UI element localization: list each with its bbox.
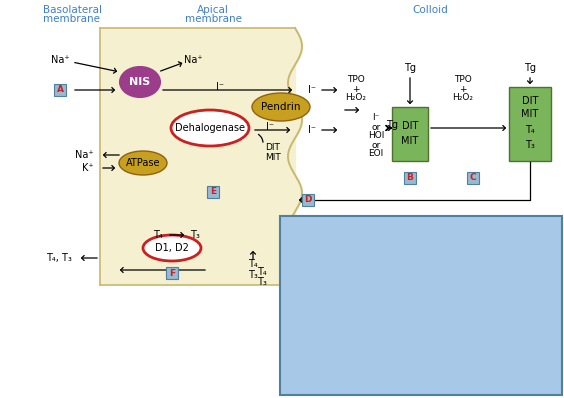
Text: Pendrin: Pendrin [261, 102, 301, 112]
FancyBboxPatch shape [207, 186, 219, 198]
Text: Iodination: Iodination [349, 273, 395, 281]
Text: Tg: Tg [524, 63, 536, 73]
Text: T₄: T₄ [525, 125, 535, 135]
Text: F: F [293, 372, 299, 382]
Bar [100, 28, 295, 285]
Text: DIT + MIT: DIT + MIT [350, 353, 394, 361]
Ellipse shape [252, 93, 310, 121]
Text: METABOLIC STEP: METABOLIC STEP [329, 238, 415, 248]
Text: T₄, T₃: T₄, T₃ [46, 253, 72, 263]
Text: C: C [470, 174, 477, 183]
Text: A: A [292, 252, 300, 262]
Text: F: F [169, 269, 175, 277]
FancyBboxPatch shape [467, 172, 479, 184]
Text: ATPase: ATPase [126, 158, 160, 168]
Text: I⁻: I⁻ [372, 113, 380, 123]
Text: PTU: PTU [494, 373, 510, 382]
Ellipse shape [119, 151, 167, 175]
Text: Apical: Apical [197, 5, 229, 15]
Text: B: B [407, 174, 413, 183]
FancyBboxPatch shape [280, 216, 562, 395]
Text: Tg: Tg [404, 63, 416, 73]
Ellipse shape [143, 235, 201, 261]
Text: T₃: T₃ [190, 230, 200, 240]
Text: NIS: NIS [129, 77, 151, 87]
Text: Na⁺: Na⁺ [76, 150, 94, 160]
Text: I⁻: I⁻ [308, 125, 316, 135]
Text: Dinitrotyrosine: Dinitrotyrosine [469, 332, 536, 341]
Text: +: + [459, 84, 467, 94]
Text: Na⁺: Na⁺ [184, 55, 202, 65]
Text: Basolateral: Basolateral [42, 5, 102, 15]
Text: D1, D2: D1, D2 [155, 243, 189, 253]
Text: Iodine transport: Iodine transport [336, 252, 408, 261]
Text: T₃: T₃ [525, 140, 535, 150]
Text: K⁺: K⁺ [82, 163, 94, 173]
Text: T₃: T₃ [248, 270, 258, 280]
Text: membrane: membrane [184, 14, 241, 24]
Text: T₄: T₄ [257, 267, 267, 277]
Text: MIT: MIT [402, 136, 418, 146]
Text: T₃: T₃ [257, 277, 267, 287]
Text: D: D [304, 195, 312, 205]
Text: A: A [56, 86, 64, 94]
Text: TPO: TPO [347, 76, 365, 84]
Text: TPO: TPO [454, 76, 472, 84]
Text: B: B [292, 272, 300, 282]
Text: E: E [293, 332, 299, 342]
Text: I⁻: I⁻ [216, 82, 224, 92]
Text: T₄: T₄ [248, 259, 258, 269]
Text: C: C [292, 292, 300, 302]
Text: Colchicine, Li⁺, I⁻: Colchicine, Li⁺, I⁻ [463, 312, 541, 322]
Text: Na⁺: Na⁺ [51, 55, 69, 65]
FancyBboxPatch shape [166, 267, 178, 279]
Text: ClO₄⁻, SCN: ClO₄⁻, SCN [478, 252, 526, 261]
FancyBboxPatch shape [509, 87, 551, 161]
Text: DIT: DIT [522, 96, 538, 106]
Text: PTU, MMI: PTU, MMI [482, 273, 522, 281]
Text: KEY: KEY [292, 224, 315, 234]
FancyBboxPatch shape [54, 84, 66, 96]
Text: H₂O₂: H₂O₂ [452, 94, 474, 103]
Text: Dehalogenase: Dehalogenase [175, 123, 245, 133]
Text: DIT: DIT [402, 121, 418, 131]
Text: H₂O₂: H₂O₂ [346, 94, 367, 103]
Text: EOI: EOI [368, 150, 384, 158]
Text: or: or [371, 140, 381, 150]
Text: DIT: DIT [265, 142, 280, 152]
Text: E: E [210, 187, 216, 197]
Text: PTU, MMI: PTU, MMI [482, 293, 522, 302]
Text: Deodination of T₄: Deodination of T₄ [333, 373, 411, 382]
Text: Tg: Tg [386, 120, 398, 130]
Ellipse shape [171, 110, 249, 146]
Text: HOI: HOI [368, 131, 384, 140]
Text: Colloid resorption: Colloid resorption [332, 312, 412, 322]
Text: I⁻: I⁻ [56, 85, 64, 95]
Text: membrane: membrane [43, 14, 100, 24]
Text: D: D [292, 312, 300, 322]
FancyBboxPatch shape [302, 194, 314, 206]
Text: +: + [352, 84, 360, 94]
Text: I⁻: I⁻ [266, 122, 274, 132]
Text: Colloid: Colloid [412, 5, 448, 15]
Text: Deiodination of: Deiodination of [337, 332, 407, 341]
Text: or: or [371, 123, 381, 131]
Text: Coupling: Coupling [352, 293, 392, 302]
Text: MIT: MIT [265, 154, 281, 162]
FancyBboxPatch shape [404, 172, 416, 184]
Text: T₄: T₄ [153, 230, 163, 240]
FancyBboxPatch shape [392, 107, 428, 161]
Text: I⁻: I⁻ [308, 85, 316, 95]
Ellipse shape [120, 67, 160, 97]
Text: INHIBITOR: INHIBITOR [475, 238, 528, 248]
Text: MIT: MIT [521, 109, 539, 119]
